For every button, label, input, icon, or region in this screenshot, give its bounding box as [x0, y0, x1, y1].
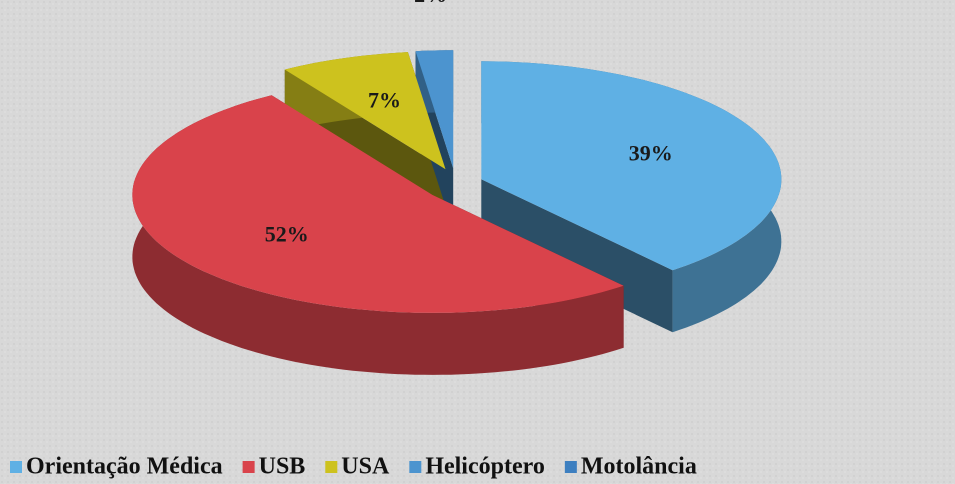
data-label: 52%	[265, 222, 309, 247]
legend-swatch	[242, 461, 255, 473]
slice	[481, 61, 782, 271]
data-label: 39%	[629, 140, 673, 165]
legend-label: Helicóptero	[425, 454, 545, 480]
slice	[284, 52, 446, 170]
slice	[415, 50, 454, 169]
legend-swatch	[325, 461, 338, 473]
legend-swatch	[409, 461, 422, 473]
slice-side	[481, 179, 673, 333]
legend-label: USB	[259, 454, 306, 480]
legend-label: Orientação Médica	[26, 454, 223, 480]
legend-swatch	[564, 461, 577, 473]
slice-side	[132, 95, 624, 375]
slice	[132, 95, 624, 313]
data-label: 7%	[368, 88, 401, 113]
legend-label: USA	[341, 454, 390, 480]
data-label: 2%	[414, 0, 447, 7]
legend-swatch	[10, 461, 22, 473]
legend-label: Motolância	[581, 454, 697, 480]
